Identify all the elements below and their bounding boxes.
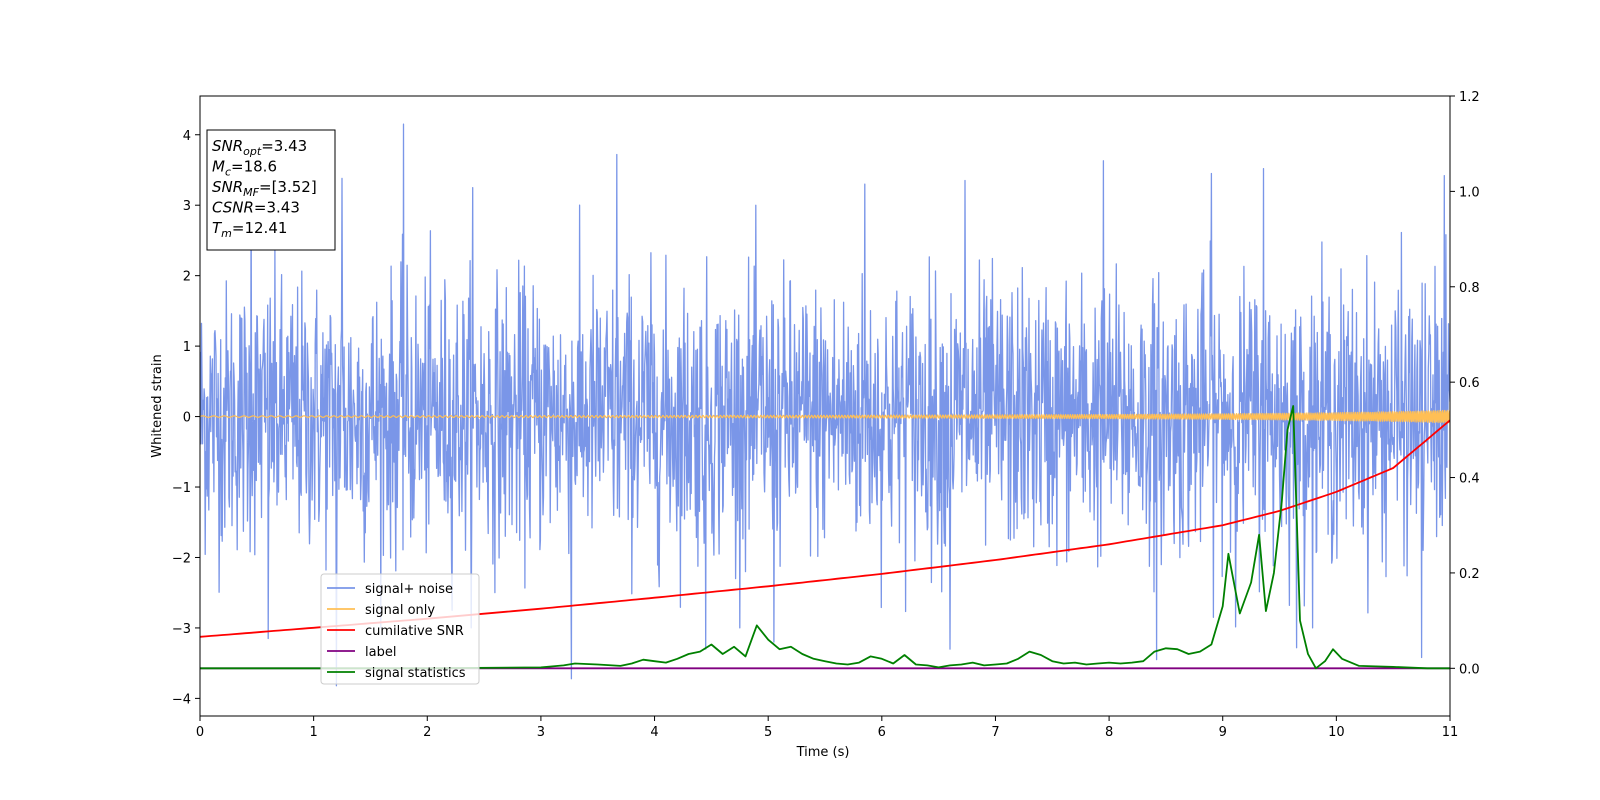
y-axis-label: Whitened strain [150, 354, 165, 457]
y-tick-label: −4 [172, 692, 191, 707]
series-line-signal-statistics [200, 405, 1450, 670]
x-tick-label: 10 [1328, 725, 1345, 740]
series-line-signal-only [200, 409, 1450, 424]
x-tick-label: 4 [650, 725, 658, 740]
y-tick-label: 1 [183, 340, 191, 355]
x-tick-label: 2 [423, 725, 431, 740]
legend-frame [320, 573, 480, 685]
annotation-line: SNRopt=3.43 [212, 137, 307, 158]
legend-entry-label: label [365, 645, 396, 660]
annotation-line: CSNR=3.43 [212, 199, 300, 217]
x-tick-label: 3 [537, 725, 545, 740]
y-tick-label: 2 [183, 270, 191, 285]
y-tick-label: 3 [183, 199, 191, 214]
y-tick-label: −1 [172, 481, 191, 496]
legend-entry-label: cumilative SNR [365, 624, 464, 639]
x-tick-label: 9 [1219, 725, 1227, 740]
y2-tick-label: 0.2 [1459, 567, 1480, 582]
legend-entry-label: signal statistics [365, 666, 466, 681]
y-tick-label: 0 [183, 411, 191, 426]
y2-tick-label: 0.4 [1459, 472, 1480, 487]
y2-tick-label: 0.8 [1459, 281, 1480, 296]
y-tick-label: 4 [183, 129, 191, 144]
y2-tick-label: 1.0 [1459, 185, 1480, 200]
x-axis-label: Time (s) [796, 745, 850, 760]
y-tick-label: −2 [172, 551, 191, 566]
x-tick-label: 5 [764, 725, 772, 740]
y-axis: −4 −3 −2 −1 0 1 2 3 4 [172, 129, 200, 707]
legend-entry-label: signal+ noise [365, 582, 453, 597]
annotation-line: Tm=12.41 [212, 219, 287, 240]
x-tick-label: 0 [196, 725, 204, 740]
x-axis: 0 1 2 3 4 5 6 7 8 9 10 11 [196, 716, 1458, 740]
annotation-line: SNRMF=[3.52] [212, 178, 317, 199]
x-tick-label: 8 [1105, 725, 1113, 740]
x-tick-label: 11 [1442, 725, 1459, 740]
legend-entry-label: signal only [365, 603, 435, 618]
y2-tick-label: 0.0 [1459, 662, 1480, 677]
x-tick-label: 6 [878, 725, 886, 740]
annotation-frame [206, 129, 336, 251]
y2-tick-label: 0.6 [1459, 376, 1480, 391]
series-line-signal-noise [200, 123, 1450, 687]
plot-frame [199, 95, 1451, 717]
y-tick-label: −3 [172, 622, 191, 637]
legend: signal+ noise signal only cumilative SNR la… [320, 573, 480, 685]
y2-tick-label: 1.2 [1459, 90, 1480, 105]
x-tick-label: 1 [309, 725, 317, 740]
y2-axis: 0.0 0.2 0.4 0.6 0.8 1.0 1.2 [1450, 90, 1480, 677]
annotation-line: Mc=18.6 [212, 158, 277, 179]
x-tick-label: 7 [991, 725, 999, 740]
